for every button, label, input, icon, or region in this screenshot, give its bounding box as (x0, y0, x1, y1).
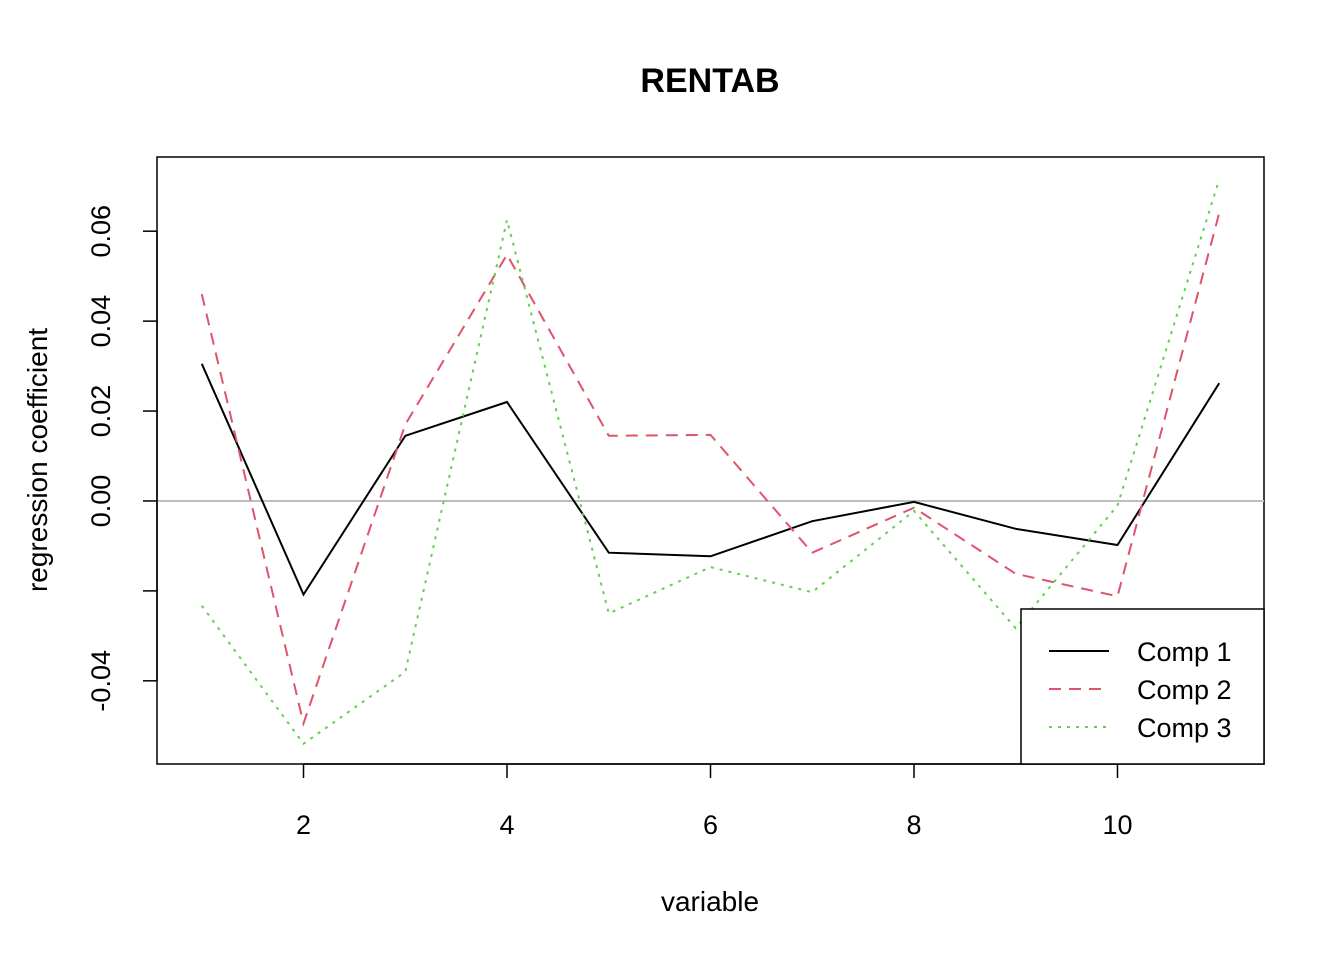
y-axis-label: regression coefficient (22, 328, 53, 592)
legend: Comp 1 Comp 2 Comp 3 (1020, 608, 1265, 765)
y-tick-label: 0.04 (86, 295, 116, 348)
x-axis-label: variable (661, 886, 759, 917)
y-tick-label: 0.02 (86, 385, 116, 438)
chart-title: RENTAB (640, 62, 779, 100)
legend-label-comp-1: Comp 1 (1137, 637, 1232, 667)
legend-label-comp-2: Comp 2 (1137, 675, 1232, 705)
legend-box (1020, 608, 1265, 765)
series-line-comp-3 (200, 179, 1221, 746)
series-layer (200, 179, 1221, 746)
y-tick-label: 0.00 (86, 475, 116, 528)
y-axis: -0.04 0.00 0.02 0.04 0.06 (86, 205, 158, 712)
x-tick-label: 10 (1102, 810, 1132, 840)
series-line-comp-2 (200, 212, 1221, 728)
legend-label-comp-3: Comp 3 (1137, 713, 1232, 743)
x-tick-label: 2 (296, 810, 311, 840)
x-tick-label: 8 (906, 810, 921, 840)
series-line-comp-1 (200, 363, 1221, 597)
y-tick-label: 0.06 (86, 205, 116, 258)
x-tick-label: 6 (703, 810, 718, 840)
y-tick-label: -0.04 (86, 650, 116, 712)
x-tick-label: 4 (499, 810, 514, 840)
x-axis: 2 4 6 8 10 (296, 763, 1133, 840)
